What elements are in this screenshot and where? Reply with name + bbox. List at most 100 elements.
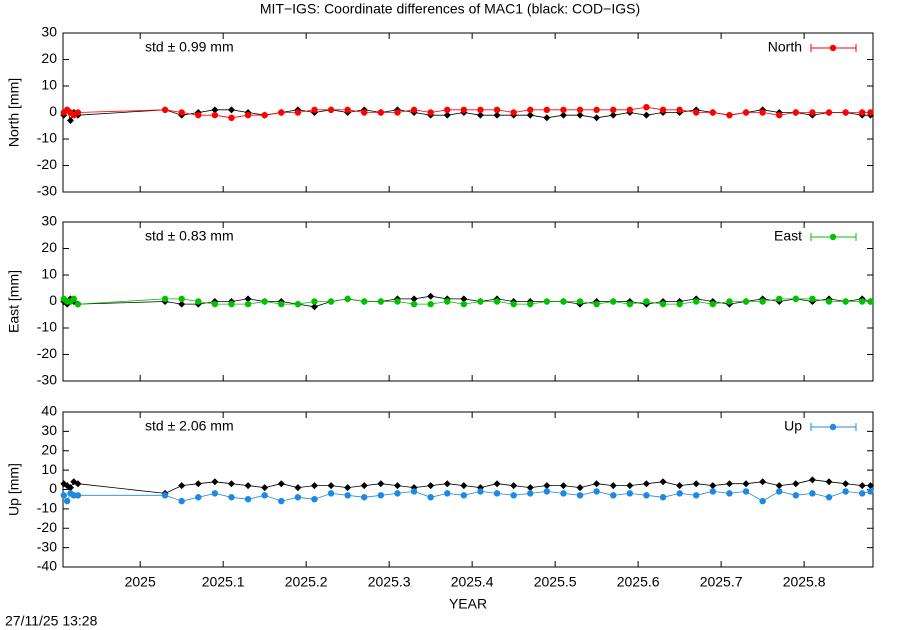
data-point xyxy=(676,482,684,490)
data-point xyxy=(460,492,468,499)
data-point xyxy=(759,109,766,116)
data-point xyxy=(294,484,302,492)
data-point xyxy=(410,300,418,308)
x-tick-label: 2025.3 xyxy=(368,574,411,590)
data-point xyxy=(195,111,202,119)
data-point xyxy=(527,490,534,497)
data-point xyxy=(676,300,683,308)
data-point xyxy=(344,106,351,114)
data-point xyxy=(344,492,351,499)
data-point xyxy=(792,295,800,303)
data-point xyxy=(709,300,717,308)
data-point xyxy=(825,478,833,486)
y-tick-label: 10 xyxy=(41,77,57,93)
data-point xyxy=(477,298,484,305)
data-point xyxy=(859,298,866,305)
data-point xyxy=(867,488,874,495)
data-point xyxy=(867,298,874,305)
data-point xyxy=(493,480,501,488)
data-point xyxy=(477,488,484,495)
data-point xyxy=(394,109,401,116)
data-point xyxy=(610,106,617,114)
data-point xyxy=(842,109,849,116)
data-point xyxy=(759,298,766,305)
data-point xyxy=(278,497,285,505)
data-point xyxy=(261,492,268,499)
y-axis-label: East [mm] xyxy=(6,270,22,333)
data-point xyxy=(394,298,401,305)
data-point xyxy=(211,300,219,308)
y-axis-label: Up [mm] xyxy=(6,463,22,516)
data-point xyxy=(377,492,385,499)
data-point xyxy=(809,295,816,303)
data-point xyxy=(311,298,318,305)
data-point xyxy=(609,111,617,119)
data-point xyxy=(195,494,202,501)
data-point xyxy=(576,298,584,305)
data-point xyxy=(659,300,667,308)
data-point xyxy=(74,492,82,499)
data-point xyxy=(825,298,833,305)
data-point xyxy=(842,298,849,305)
legend-label: North xyxy=(768,39,802,55)
y-tick-label: 20 xyxy=(41,50,57,66)
y-tick-label: -10 xyxy=(37,319,57,335)
data-point xyxy=(510,300,517,308)
data-point xyxy=(576,111,584,119)
data-point xyxy=(742,488,750,495)
data-point xyxy=(74,109,82,116)
data-point xyxy=(460,295,468,303)
data-point xyxy=(759,478,767,486)
figure-title: MIT−IGS: Coordinate differences of MAC1 … xyxy=(260,1,640,17)
data-point xyxy=(443,480,451,488)
data-point xyxy=(211,490,219,497)
data-point xyxy=(543,488,551,495)
y-tick-label: 10 xyxy=(41,266,57,282)
data-point xyxy=(510,492,517,499)
data-point xyxy=(244,482,252,490)
data-point xyxy=(444,490,451,497)
data-point xyxy=(344,295,351,303)
data-point xyxy=(493,111,501,119)
data-point xyxy=(178,497,185,505)
y-tick-label: 20 xyxy=(41,239,57,255)
data-point xyxy=(178,300,186,308)
data-point xyxy=(178,482,186,490)
data-point xyxy=(410,106,418,114)
data-point xyxy=(310,303,318,311)
data-point xyxy=(311,495,318,503)
series-line xyxy=(63,490,871,502)
data-point xyxy=(327,106,335,114)
data-point xyxy=(427,300,434,308)
x-tick-label: 2025.6 xyxy=(617,574,660,590)
data-point xyxy=(560,298,567,305)
y-tick-label: -20 xyxy=(37,519,57,535)
data-point xyxy=(576,492,584,499)
legend-marker xyxy=(829,233,837,241)
y-tick-label: 40 xyxy=(41,403,57,419)
data-point xyxy=(394,490,401,497)
data-point xyxy=(361,109,368,116)
data-point xyxy=(377,109,385,116)
y-axis-label: North [mm] xyxy=(6,78,22,147)
data-point xyxy=(526,111,534,119)
data-point xyxy=(809,490,816,497)
data-point xyxy=(709,109,717,116)
data-point xyxy=(161,492,169,499)
legend-label: Up xyxy=(784,418,802,434)
data-point xyxy=(427,482,435,490)
data-point xyxy=(759,497,766,505)
data-point xyxy=(178,109,185,116)
data-point xyxy=(776,295,783,303)
x-tick-label: 2025.8 xyxy=(783,574,826,590)
data-point xyxy=(294,109,302,116)
x-axis-label: YEAR xyxy=(449,596,487,612)
data-point xyxy=(344,484,352,492)
data-point xyxy=(559,482,567,490)
data-point xyxy=(178,295,185,303)
data-point xyxy=(643,298,650,305)
data-point xyxy=(693,109,700,116)
data-point xyxy=(726,490,733,497)
data-point xyxy=(560,106,567,114)
